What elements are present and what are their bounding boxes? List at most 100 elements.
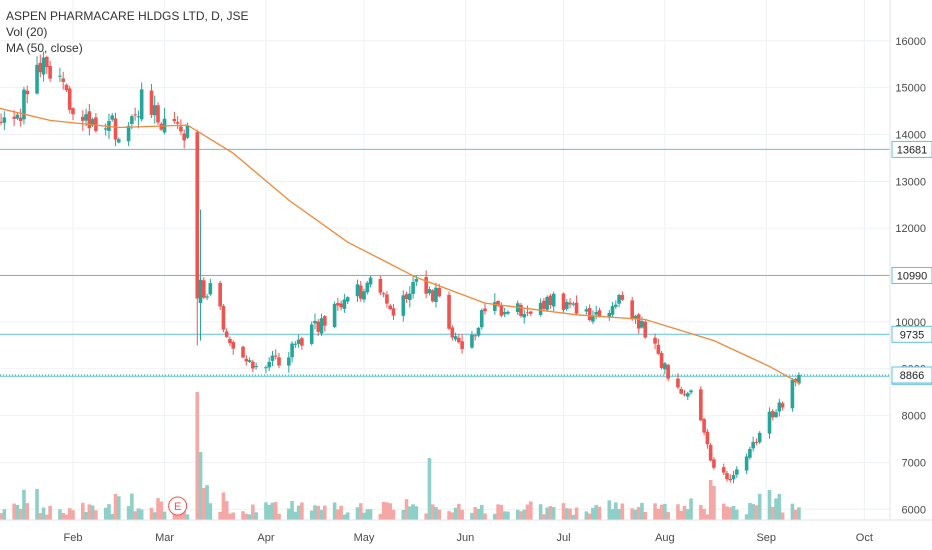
candle-body[interactable] (643, 321, 648, 338)
candle-body[interactable] (712, 459, 716, 468)
candle-body[interactable] (224, 331, 229, 337)
candle-body[interactable] (342, 299, 347, 309)
candle-body[interactable] (18, 117, 23, 122)
candle-body[interactable] (381, 293, 386, 295)
candle-body[interactable] (450, 327, 455, 338)
candle-body[interactable] (270, 355, 275, 361)
candle-body[interactable] (748, 448, 752, 458)
candle-body[interactable] (493, 302, 497, 311)
candle-body[interactable] (568, 302, 572, 305)
candle-body[interactable] (41, 57, 46, 75)
candle-body[interactable] (90, 119, 95, 126)
candle-body[interactable] (597, 310, 602, 317)
candle-body[interactable] (564, 301, 569, 309)
candle-body[interactable] (358, 285, 363, 299)
candle-body[interactable] (45, 56, 49, 68)
candle-body[interactable] (414, 279, 419, 282)
candle-body[interactable] (682, 394, 687, 396)
candle-body[interactable] (587, 308, 592, 321)
candle-body[interactable] (689, 390, 693, 393)
candle-body[interactable] (777, 402, 782, 412)
candle-body[interactable] (610, 306, 615, 315)
candle-body[interactable] (221, 306, 226, 330)
candle-body[interactable] (633, 315, 638, 319)
candle-body[interactable] (411, 282, 415, 294)
candle-body[interactable] (339, 303, 343, 308)
candle-body[interactable] (241, 346, 245, 358)
candle-body[interactable] (130, 116, 134, 124)
candle-body[interactable] (676, 378, 680, 388)
candle-body[interactable] (319, 318, 324, 334)
candle-body[interactable] (620, 295, 625, 300)
candle-body[interactable] (594, 311, 598, 315)
candle-body[interactable] (457, 337, 461, 343)
candle-body[interactable] (757, 432, 762, 443)
candle-body[interactable] (617, 294, 621, 304)
candle-body[interactable] (574, 302, 579, 314)
candle-body[interactable] (273, 355, 278, 357)
candle-body[interactable] (231, 342, 236, 349)
candle-body[interactable] (479, 310, 484, 328)
candle-body[interactable] (309, 324, 314, 344)
candle-body[interactable] (228, 338, 232, 344)
candle-body[interactable] (702, 419, 706, 433)
time-axis[interactable]: Feb Mar Apr May Jun Jul Aug Sep Oct (64, 532, 873, 544)
candle-body[interactable] (277, 357, 281, 366)
candle-body[interactable] (313, 320, 317, 324)
candle-body[interactable] (476, 327, 481, 336)
candle-body[interactable] (61, 78, 65, 82)
candle-body[interactable] (244, 358, 249, 362)
candle-body[interactable] (81, 116, 85, 121)
candle-body[interactable] (355, 284, 360, 297)
candle-body[interactable] (35, 64, 39, 94)
candle-body[interactable] (15, 114, 20, 119)
candle-body[interactable] (251, 361, 255, 369)
candle-body[interactable] (159, 123, 164, 130)
candle-body[interactable] (287, 357, 291, 366)
volume-indicator-label[interactable]: Vol (20) (6, 25, 48, 39)
candle-body[interactable] (48, 65, 52, 79)
candle-body[interactable] (404, 294, 409, 300)
candle-body[interactable] (659, 353, 664, 368)
candle-body[interactable] (2, 117, 7, 123)
candle-body[interactable] (408, 293, 412, 301)
candle-body[interactable] (136, 116, 141, 118)
candle-body[interactable] (195, 132, 200, 299)
candle-body[interactable] (731, 474, 736, 480)
candle-body[interactable] (84, 114, 88, 121)
candle-body[interactable] (774, 412, 778, 417)
candle-body[interactable] (316, 321, 321, 332)
candle-body[interactable] (470, 334, 474, 348)
candle-body[interactable] (345, 297, 350, 302)
candle-body[interactable] (179, 126, 183, 132)
candle-body[interactable] (679, 388, 684, 394)
candle-body[interactable] (332, 303, 337, 328)
candle-body[interactable] (385, 294, 389, 304)
candle-body[interactable] (502, 312, 507, 315)
candle-body[interactable] (483, 308, 487, 312)
candle-body[interactable] (293, 343, 298, 345)
candle-body[interactable] (561, 293, 566, 310)
candle-body[interactable] (152, 105, 157, 116)
candle-body[interactable] (548, 295, 553, 305)
candle-body[interactable] (103, 128, 108, 130)
candle-body[interactable] (705, 431, 710, 445)
candle-body[interactable] (551, 293, 556, 307)
candle-body[interactable] (770, 411, 775, 418)
candle-body[interactable] (656, 344, 661, 354)
candle-body[interactable] (545, 296, 549, 310)
candle-body[interactable] (113, 118, 118, 140)
candle-body[interactable] (666, 364, 670, 379)
candle-body[interactable] (437, 288, 442, 297)
ma-indicator-label[interactable]: MA (50, close) (6, 41, 83, 55)
candle-body[interactable] (110, 115, 115, 120)
candle-body[interactable] (538, 302, 543, 315)
candle-body[interactable] (116, 139, 121, 143)
candle-body[interactable] (529, 311, 533, 314)
candle-body[interactable] (126, 125, 131, 142)
candle-body[interactable] (797, 374, 801, 384)
candle-body[interactable] (247, 360, 252, 362)
candle-body[interactable] (296, 339, 301, 344)
candle-body[interactable] (322, 316, 327, 326)
